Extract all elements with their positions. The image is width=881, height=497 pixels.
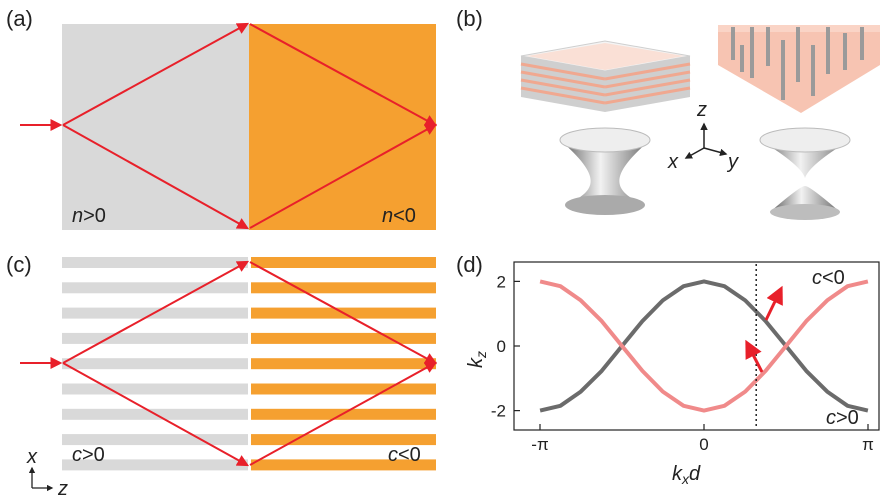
axis-c-x-label: x	[26, 446, 38, 468]
x-tick-label: -π	[531, 435, 548, 454]
panel-a: (a) n>0 n<0	[6, 6, 438, 230]
panel-d: (d) -π 0 π 2 0 -2 c<0 c>0 kz kxd	[456, 252, 880, 487]
panel-b: (b)	[456, 6, 880, 220]
label-n-negative: n<0	[382, 205, 416, 227]
stripe-left	[62, 358, 248, 370]
hyperboloid-two-sheet	[759, 127, 851, 220]
label-n-positive: n>0	[72, 205, 106, 227]
annotation-c-negative: c<0	[812, 267, 845, 289]
x-tick-label: π	[862, 435, 874, 454]
ray-focus-bottom	[249, 123, 438, 229]
stripe-right	[251, 358, 436, 370]
ray-c-focus-top	[249, 261, 438, 365]
axis-z-label: z	[696, 99, 707, 121]
stripe-left	[62, 332, 248, 344]
stripe-right	[251, 257, 436, 268]
chart-area: -π 0 π 2 0 -2	[491, 264, 874, 454]
panel-c: (c) c>0 c<0 x z	[6, 252, 438, 497]
layered-stripes	[62, 257, 436, 471]
stripe-right	[251, 434, 436, 446]
annotation-c-positive: c>0	[826, 407, 859, 429]
group-velocity-arrow-up	[764, 285, 783, 321]
panel-d-label: (d)	[456, 252, 483, 277]
nanowire-block	[718, 25, 880, 113]
series-line-1	[539, 279, 869, 413]
hyperboloid-single-sheet	[559, 127, 651, 215]
y-axis-label: kz	[465, 351, 489, 368]
region-negative-index	[249, 24, 436, 230]
xz-axes: x z	[26, 446, 68, 497]
ray-up-left	[62, 22, 250, 126]
x-axis-label: kxd	[672, 463, 701, 487]
y-tick-label: 0	[497, 337, 506, 356]
stripe-right	[251, 282, 436, 294]
stripe-left	[62, 282, 248, 294]
y-tick-label: 2	[497, 272, 506, 291]
label-c-negative: c<0	[388, 444, 421, 466]
stripe-left	[62, 257, 248, 268]
ray-c-down-left	[62, 362, 250, 467]
ray-c-up-left	[62, 260, 250, 364]
stripe-right	[251, 383, 436, 395]
stripe-right	[251, 459, 436, 471]
x-tick-label: 0	[699, 435, 708, 454]
xyz-axes: z x y	[667, 99, 739, 173]
stripe-left	[62, 459, 248, 471]
axis-c-z-label: z	[57, 478, 68, 497]
panel-a-label: (a)	[6, 6, 33, 31]
ray-c-focus-bottom	[249, 361, 438, 466]
ray-focus-top	[249, 23, 438, 127]
multilayer-block	[520, 40, 691, 112]
axis-y-label: y	[726, 151, 739, 173]
label-c-positive: c>0	[72, 444, 105, 466]
axis-x-label: x	[667, 151, 679, 173]
stripe-left	[62, 383, 248, 395]
stripe-left	[62, 434, 248, 446]
series-line-0	[539, 279, 869, 413]
stripe-right	[251, 332, 436, 344]
region-positive-index	[62, 24, 249, 230]
panel-b-label: (b)	[456, 6, 483, 31]
group-velocity-arrow-down	[745, 339, 764, 373]
y-tick-label: -2	[491, 402, 506, 421]
ray-down-left	[62, 124, 250, 230]
panel-c-label: (c)	[6, 252, 32, 277]
